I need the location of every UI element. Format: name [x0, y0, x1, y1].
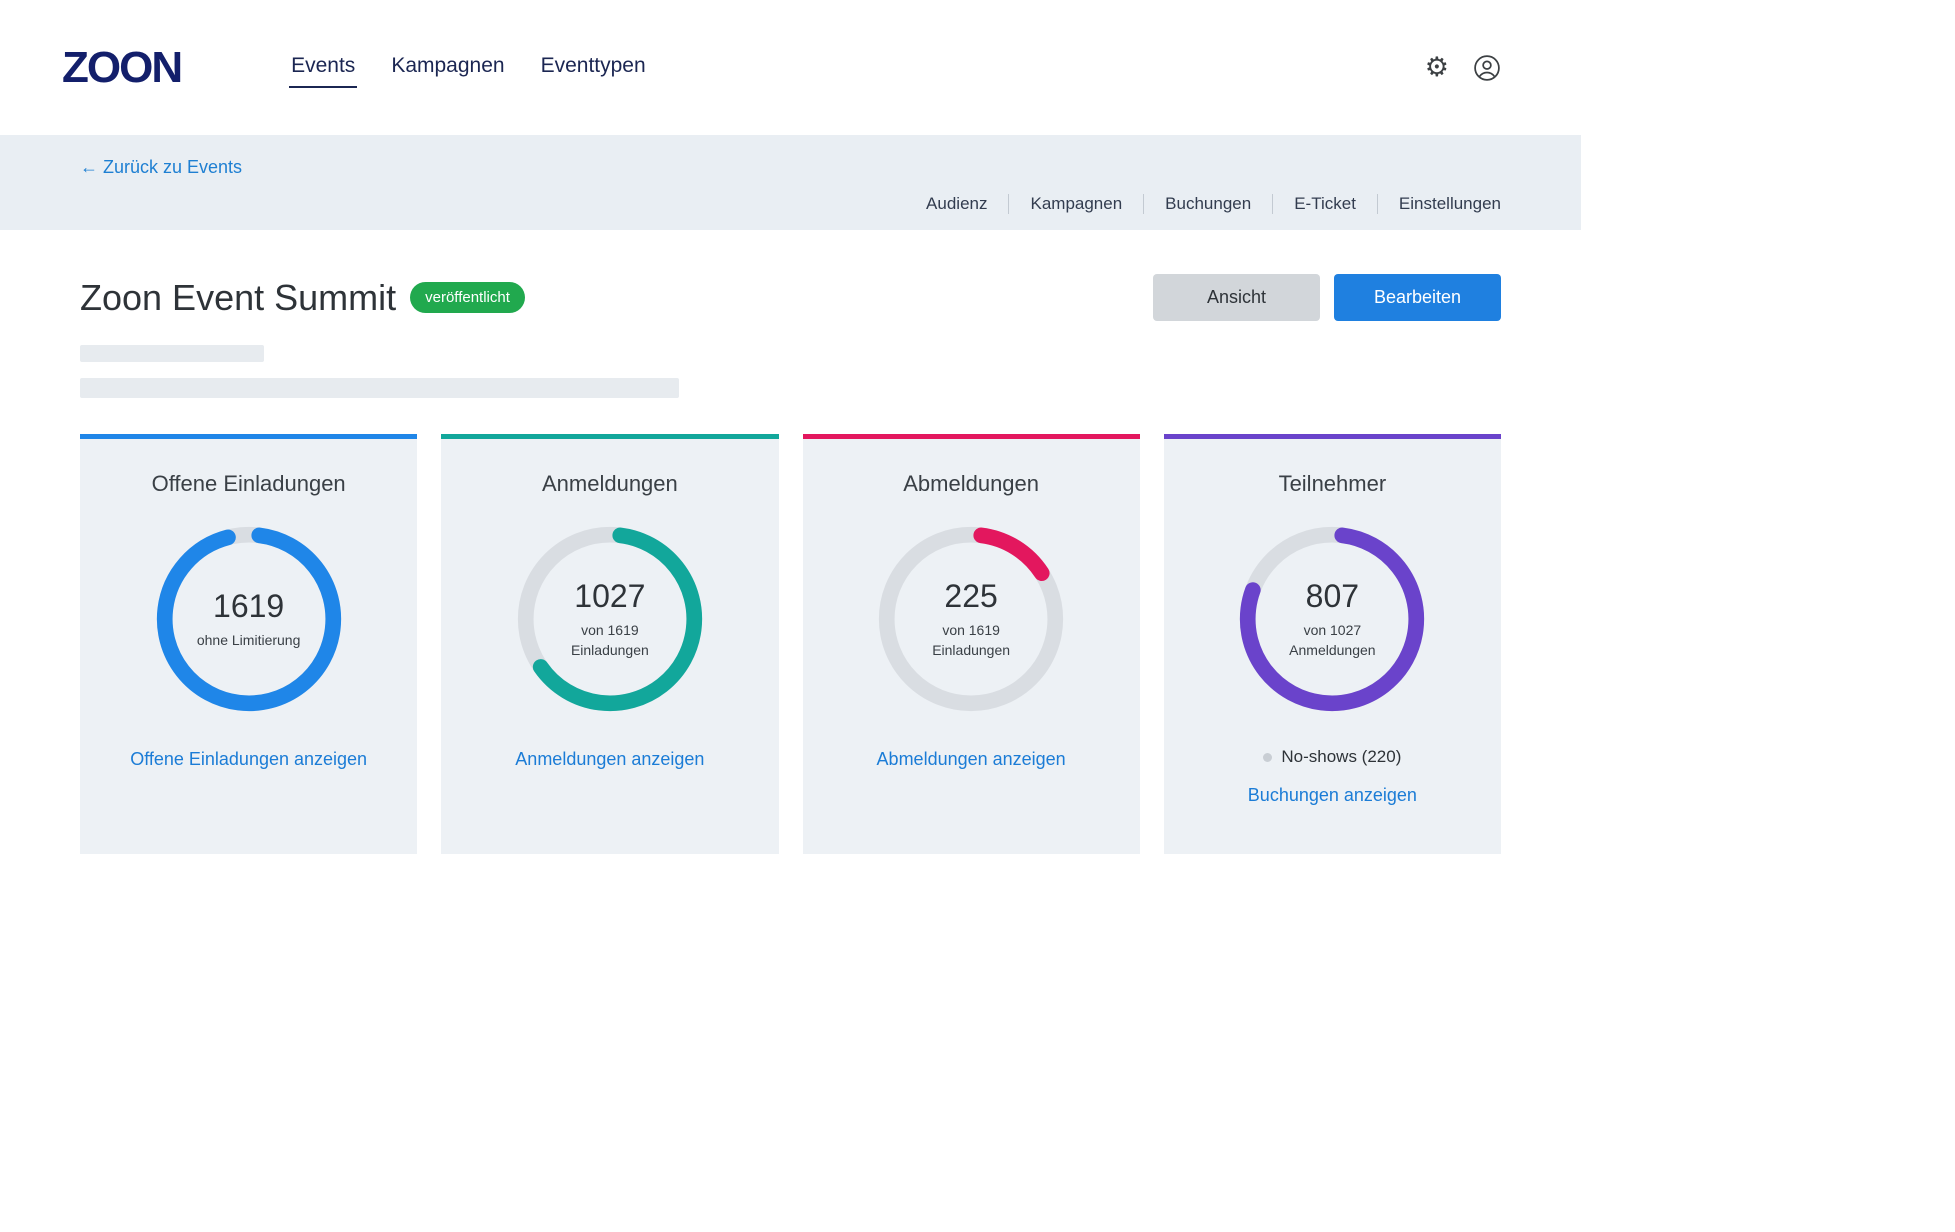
donut-chart [879, 527, 1064, 712]
tab-e-ticket[interactable]: E-Ticket [1272, 194, 1356, 215]
app-container: ZOON Events Kampagnen Eventtypen ⚙︎ ← Zu… [0, 0, 1581, 855]
card-title: Abmeldungen [903, 471, 1040, 497]
event-sub-header: ← Zurück zu Events Audienz Kampagnen Buc… [0, 135, 1581, 231]
donut-chart [1240, 527, 1425, 712]
noshows-row: No-shows (220) [1263, 747, 1401, 767]
card-title: Offene Einladungen [151, 471, 346, 497]
donut-value: 807 [1305, 578, 1360, 615]
donut-chart-wrap: 1027 von 1619 Einladungen [512, 521, 708, 717]
donut-sub-label: von 1027 Anmeldungen [1289, 622, 1376, 659]
card-accent-bar [1163, 434, 1501, 440]
tab-audienz[interactable]: Audienz [926, 194, 988, 213]
main-content: Zoon Event Summit veröffentlicht Ansicht… [0, 274, 1581, 855]
card-link-offene-einladungen[interactable]: Offene Einladungen anzeigen [130, 749, 368, 770]
top-icons: ⚙︎ [1425, 54, 1501, 82]
status-badge: veröffentlicht [410, 282, 525, 314]
zoon-logo: ZOON [62, 42, 183, 92]
noshows-label: No-shows (220) [1281, 747, 1402, 767]
card-link-abmeldungen[interactable]: Abmeldungen anzeigen [876, 749, 1066, 770]
card-link-buchungen[interactable]: Buchungen anzeigen [1247, 785, 1417, 806]
page-actions: Ansicht Bearbeiten [1153, 274, 1501, 322]
card-anmeldungen: Anmeldungen 1027 von 1619 Einladungen [441, 434, 779, 855]
user-account-icon[interactable] [1473, 54, 1501, 82]
main-navigation: Events Kampagnen Eventtypen [289, 48, 648, 88]
donut-value: 1027 [574, 578, 646, 615]
event-tabs: Audienz Kampagnen Buchungen E-Ticket Ein… [80, 194, 1501, 215]
donut-sub-label: ohne Limitierung [196, 632, 301, 649]
card-teilnehmer: Teilnehmer 807 von 1027 Anmeldungen [1163, 434, 1501, 855]
donut-sub-label: von 1619 Einladungen [570, 622, 649, 659]
skeleton-line [80, 378, 679, 399]
skeleton-line [80, 345, 264, 363]
donut-chart [517, 527, 702, 712]
donut-chart-wrap: 807 von 1027 Anmeldungen [1234, 521, 1430, 717]
card-link-anmeldungen[interactable]: Anmeldungen anzeigen [515, 749, 705, 770]
card-accent-bar [802, 434, 1140, 440]
settings-gear-icon[interactable]: ⚙︎ [1424, 52, 1449, 82]
title-row: Zoon Event Summit veröffentlicht Ansicht… [80, 274, 1501, 322]
card-accent-bar [441, 434, 779, 440]
stat-cards: Offene Einladungen 1619 ohne Limitierung… [80, 434, 1501, 855]
back-to-events-link[interactable]: ← Zurück zu Events [80, 157, 243, 177]
donut-chart [156, 527, 341, 712]
donut-value: 225 [944, 578, 998, 615]
nav-item-kampagnen[interactable]: Kampagnen [391, 53, 505, 77]
nav-item-events[interactable]: Events [289, 48, 358, 88]
edit-button[interactable]: Bearbeiten [1334, 274, 1501, 322]
donut-chart-wrap: 225 von 1619 Einladungen [873, 521, 1069, 717]
noshows-dot-icon [1263, 752, 1273, 762]
card-offene-einladungen: Offene Einladungen 1619 ohne Limitierung… [80, 434, 418, 855]
card-title: Anmeldungen [541, 471, 678, 497]
card-title: Teilnehmer [1278, 471, 1387, 497]
tab-buchungen[interactable]: Buchungen [1143, 194, 1251, 215]
card-abmeldungen: Abmeldungen 225 von 1619 Einladungen A [802, 434, 1140, 855]
nav-item-eventtypen[interactable]: Eventtypen [540, 53, 646, 77]
card-accent-bar [80, 434, 418, 440]
tab-kampagnen[interactable]: Kampagnen [1008, 194, 1122, 215]
donut-center-label: 1027 von 1619 Einladungen [512, 521, 708, 717]
donut-value: 1619 [213, 588, 285, 625]
donut-sub-label: von 1619 Einladungen [932, 622, 1011, 659]
donut-center-label: 225 von 1619 Einladungen [873, 521, 1069, 717]
donut-center-label: 1619 ohne Limitierung [151, 521, 347, 717]
donut-chart-wrap: 1619 ohne Limitierung [151, 521, 347, 717]
view-button[interactable]: Ansicht [1153, 274, 1320, 322]
donut-center-label: 807 von 1027 Anmeldungen [1234, 521, 1430, 717]
top-bar: ZOON Events Kampagnen Eventtypen ⚙︎ [0, 0, 1581, 135]
tab-einstellungen[interactable]: Einstellungen [1376, 194, 1501, 215]
page-title: Zoon Event Summit [80, 276, 397, 318]
